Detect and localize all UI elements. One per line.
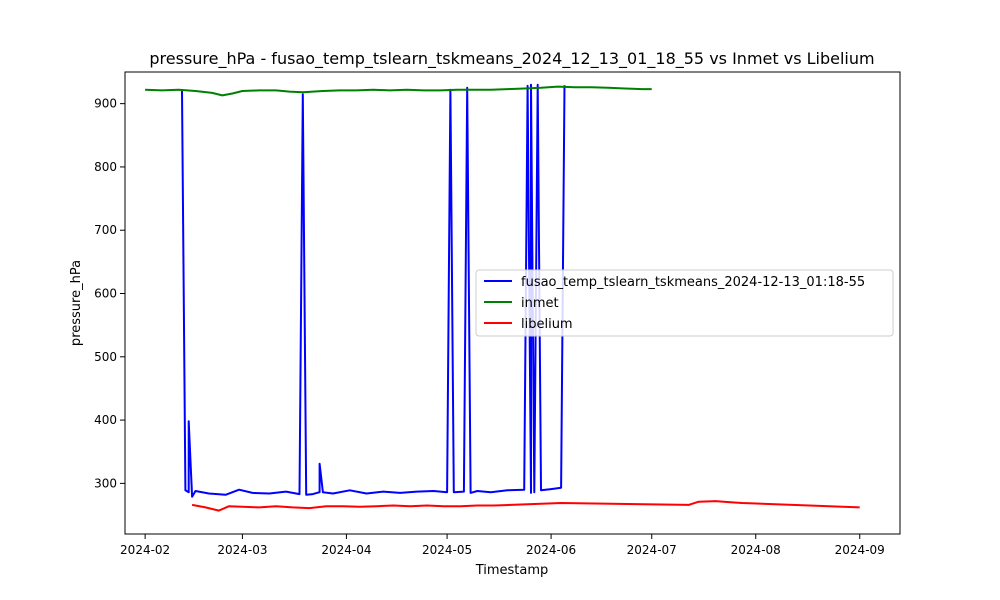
y-tick-label: 600 [94,287,117,301]
x-tick-label: 2024-04 [321,543,371,557]
series-line-fusao_temp_tslearn_tskmeans_2024-12-13_01:18-55 [181,83,566,498]
legend-label-1: inmet [521,296,559,311]
x-axis-label: Timestamp [475,563,549,578]
y-axis: 300 400 500 600 700 800 900 [94,97,125,490]
x-axis: 2024-02 2024-03 2024-04 2024-05 2024-06 2024-… [120,534,885,557]
y-tick-label: 300 [94,476,117,490]
y-tick-label: 400 [94,413,117,427]
x-tick-label: 2024-09 [835,543,885,557]
y-tick-label: 700 [94,223,117,237]
x-tick-label: 2024-07 [627,543,677,557]
x-tick-label: 2024-06 [526,543,576,557]
y-tick-label: 900 [94,97,117,111]
x-tick-label: 2024-02 [120,543,170,557]
x-tick-label: 2024-08 [731,543,781,557]
series-line-inmet [145,85,652,97]
series-layer [145,83,860,512]
chart-title: pressure_hPa - fusao_temp_tslearn_tskmea… [149,49,874,69]
series-line-libelium [191,500,860,512]
y-tick-label: 500 [94,350,117,364]
x-tick-label: 2024-03 [217,543,267,557]
plot-frame [124,71,901,535]
legend-label-0: fusao_temp_tslearn_tskmeans_2024-12-13_0… [521,275,865,290]
y-tick-label: 800 [94,160,117,174]
legend-label-2: libelium [521,317,573,332]
y-axis-label: pressure_hPa [69,260,84,346]
legend: fusao_temp_tslearn_tskmeans_2024-12-13_0… [475,269,894,337]
x-tick-label: 2024-05 [422,543,472,557]
legend-box [475,269,894,337]
